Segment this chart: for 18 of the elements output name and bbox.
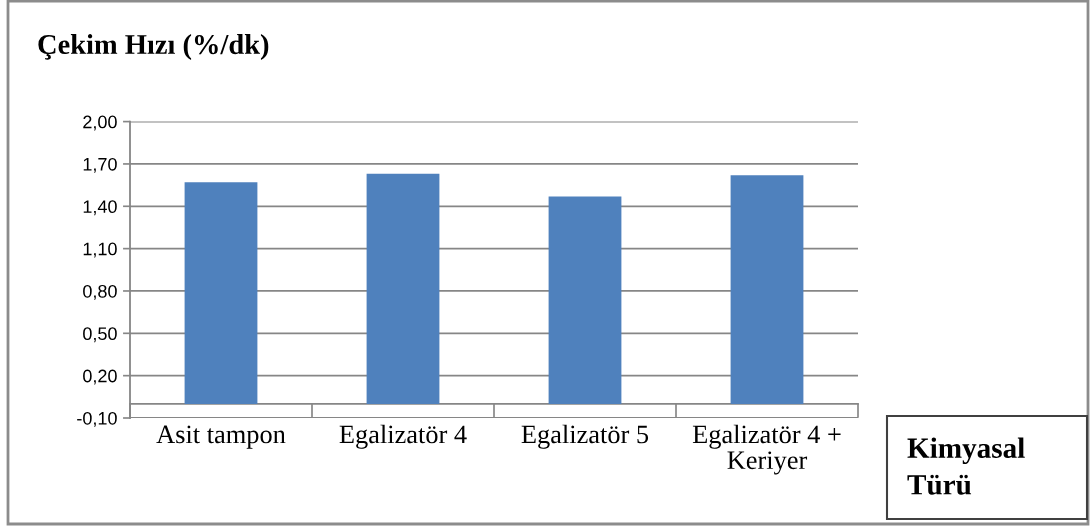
y-tick-label: 0,20 [83, 369, 117, 385]
bar [184, 182, 258, 404]
y-axis-title: Çekim Hızı (%/dk) [38, 34, 269, 60]
y-tick-label: 1,40 [83, 200, 117, 216]
x-tick-label: Asit tampon [156, 425, 286, 449]
bar [548, 196, 622, 404]
bar [730, 175, 804, 404]
x-tick-label: Egalizatör 5 [521, 424, 649, 449]
x-tick-label: Egalizatör 4 + Keriyer [692, 424, 841, 475]
y-tick-label: 1,10 [83, 242, 117, 258]
y-tick-label: 1,70 [83, 157, 117, 173]
y-tick-label: 0,50 [83, 327, 117, 343]
x-axis-title: Kimyasal Türü [907, 437, 1025, 495]
y-tick-label: -0,10 [77, 411, 117, 427]
bar [366, 173, 440, 404]
y-tick-label: 2,00 [83, 115, 117, 131]
x-tick-label: Egalizatör 4 [339, 424, 467, 449]
y-tick-label: 0,80 [83, 284, 117, 300]
